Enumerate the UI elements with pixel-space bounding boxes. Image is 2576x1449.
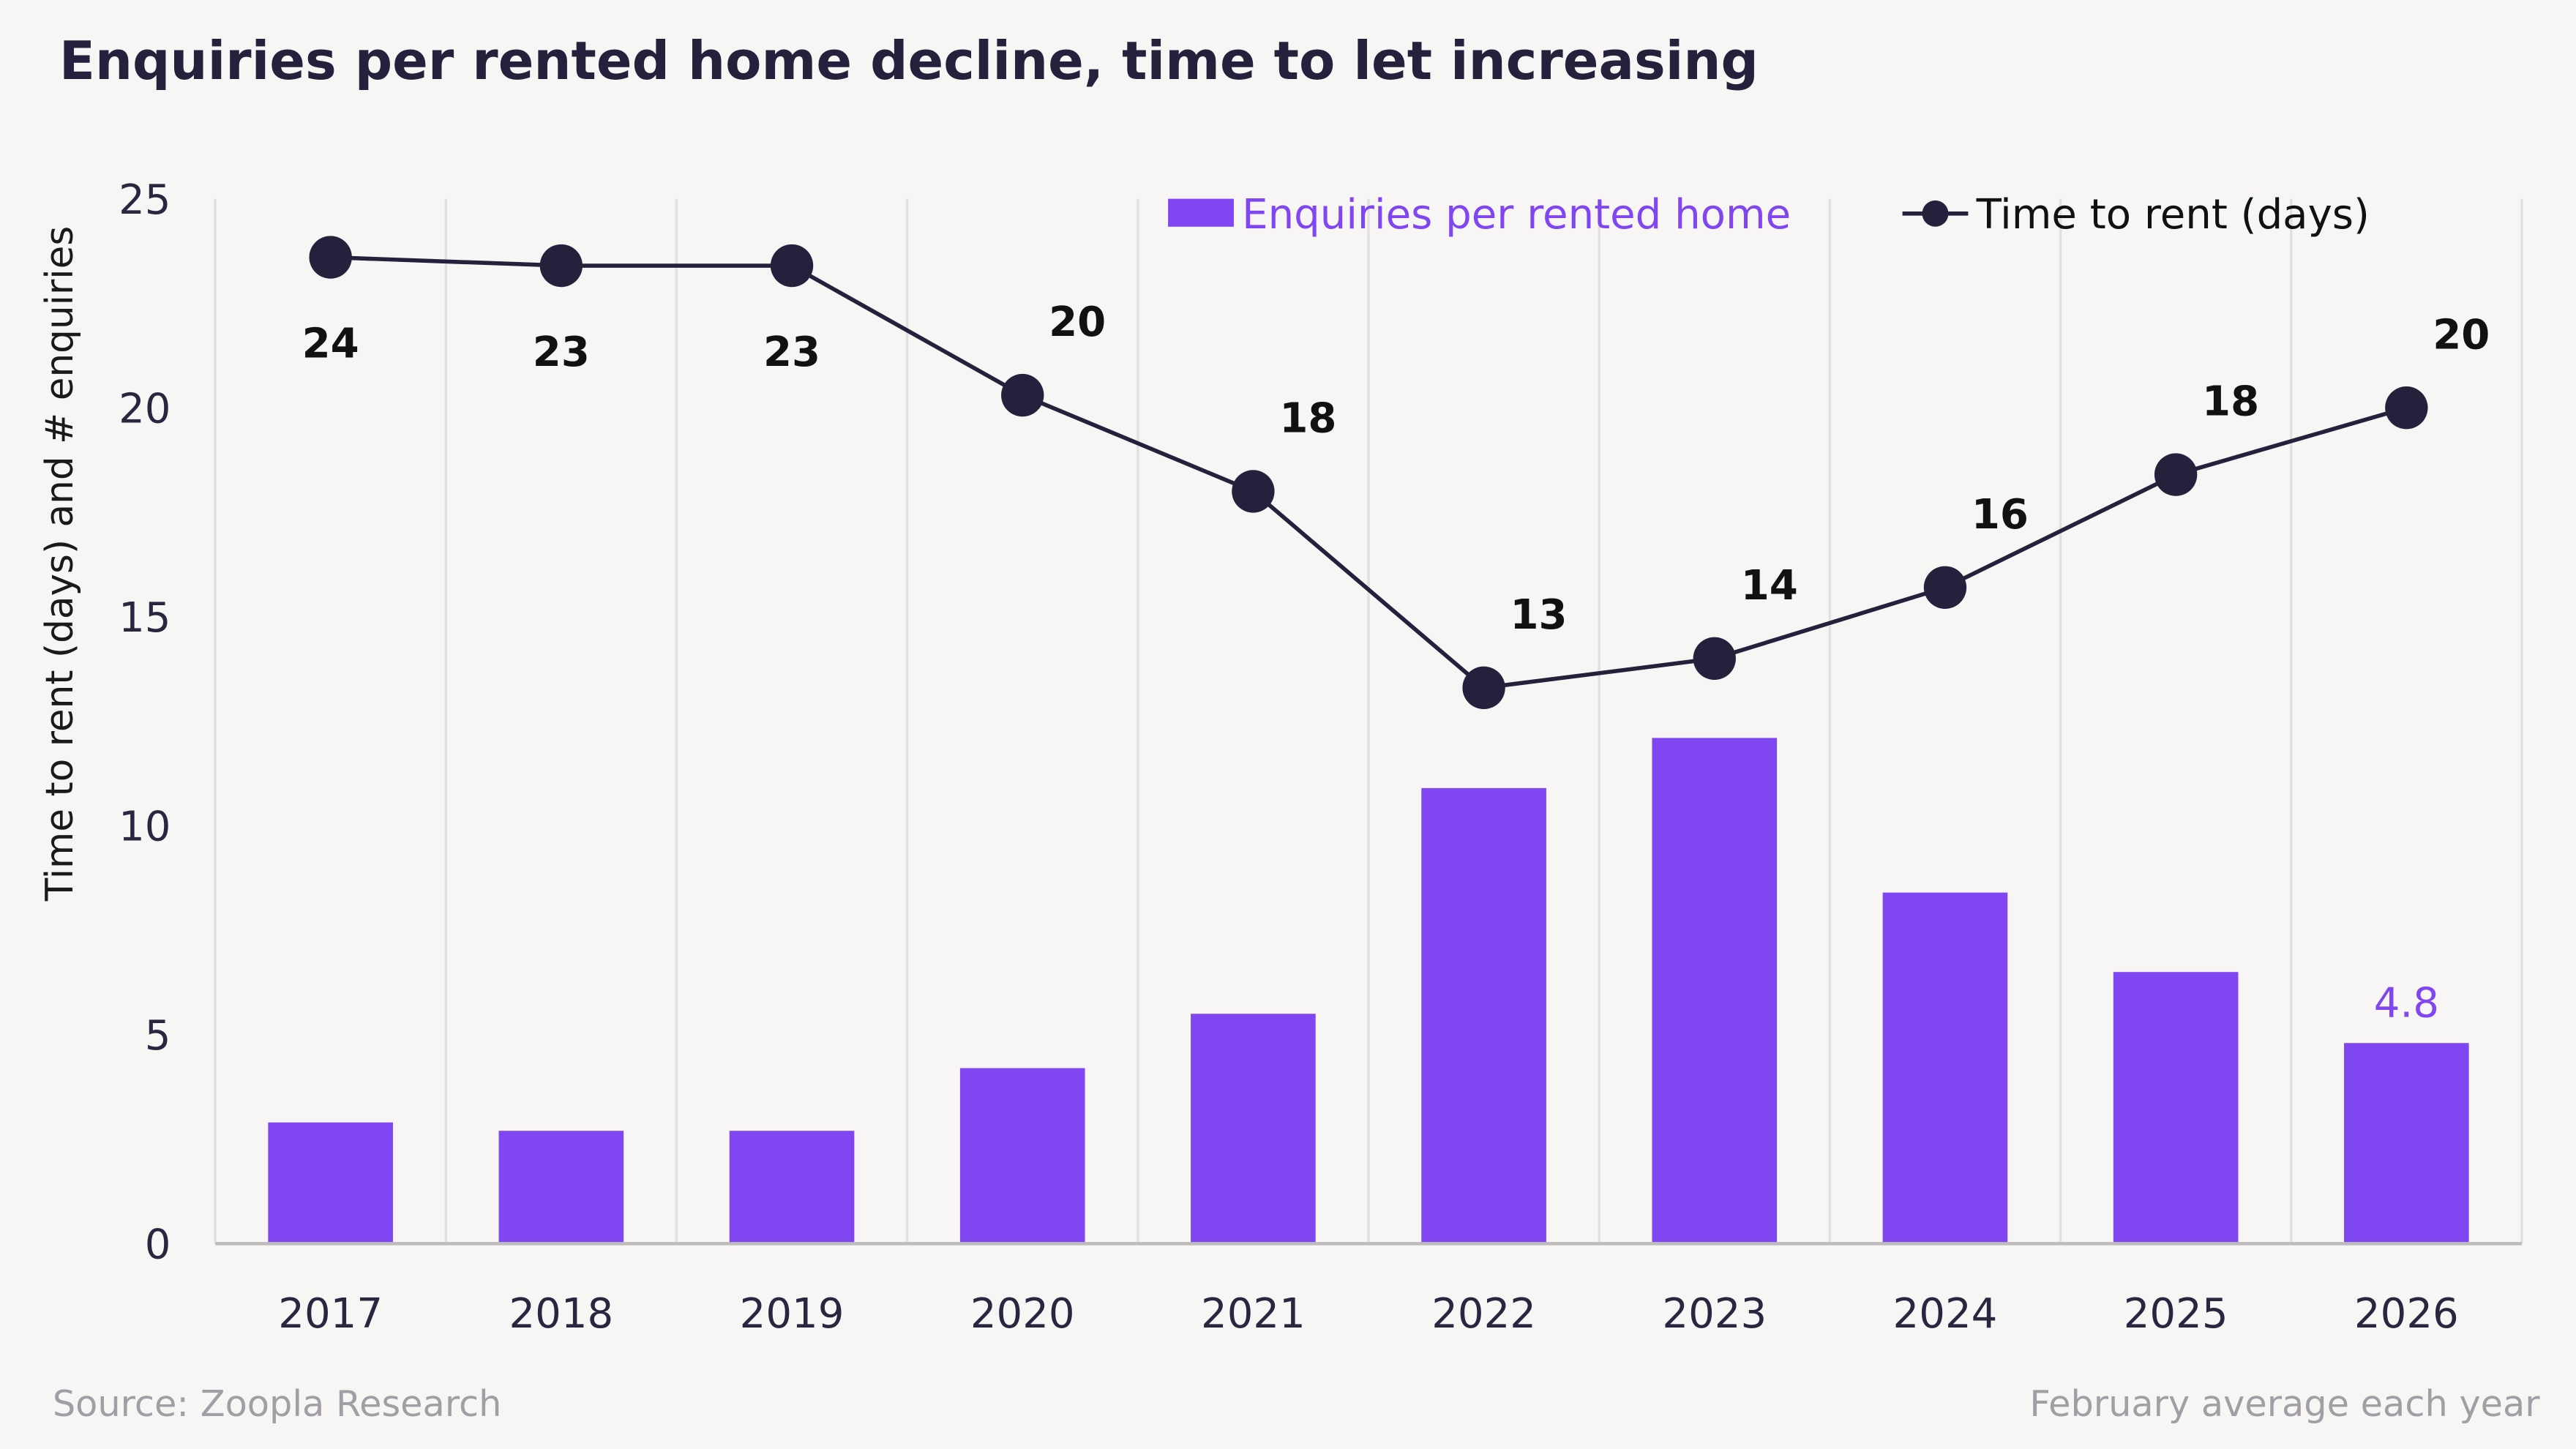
line-point-2024 — [1923, 566, 1967, 609]
line-point-2025 — [2154, 453, 2198, 496]
legend-line-marker — [1922, 200, 1949, 227]
period-note: February average each year — [2029, 1382, 2540, 1425]
legend: Enquiries per rented home Time to rent (… — [1168, 191, 2370, 239]
line-data-label: 14 — [1741, 562, 1798, 610]
bar-2021 — [1191, 1014, 1316, 1244]
line-point-2017 — [309, 236, 352, 279]
bar-2026 — [2344, 1043, 2469, 1244]
bar-2024 — [1882, 892, 2008, 1244]
line-data-label: 24 — [302, 321, 359, 368]
bar-2022 — [1421, 787, 1546, 1244]
y-tick-label: 15 — [119, 594, 171, 642]
line-point-2018 — [539, 244, 583, 288]
gridlines — [214, 198, 2523, 1244]
line-series: 24 23 23 20 18 13 14 16 18 20 — [302, 236, 2490, 710]
line-point-2023 — [1693, 637, 1736, 681]
line-data-label: 23 — [533, 329, 590, 376]
bar-2019 — [729, 1131, 855, 1244]
x-tick-label: 2023 — [1662, 1290, 1767, 1338]
x-tick-label: 2021 — [1201, 1290, 1306, 1338]
line-data-label: 13 — [1510, 591, 1568, 639]
y-axis-label: Time to rent (days) and # enquiries — [38, 226, 82, 902]
line-data-label: 20 — [1049, 299, 1106, 346]
y-tick-label: 20 — [119, 385, 171, 433]
y-tick-label: 10 — [119, 803, 171, 850]
line-point-2019 — [770, 244, 814, 288]
line-data-label: 20 — [2433, 311, 2490, 359]
bars: 4.8 — [268, 738, 2469, 1244]
legend-bar-swatch — [1168, 198, 1234, 227]
source-note: Source: Zoopla Research — [53, 1382, 502, 1425]
time-to-rent-line — [330, 255, 2408, 690]
x-tick-label: 2020 — [970, 1290, 1075, 1338]
y-tick-label: 25 — [119, 176, 171, 224]
x-tick-label: 2025 — [2124, 1290, 2228, 1338]
line-point-2026 — [2385, 386, 2428, 430]
bar-2025 — [2113, 972, 2239, 1244]
legend-bar-label: Enquiries per rented home — [1242, 191, 1791, 239]
legend-line-label: Time to rent (days) — [1976, 191, 2370, 239]
x-tick-label: 2022 — [1431, 1290, 1536, 1338]
x-tick-label: 2024 — [1893, 1290, 1998, 1338]
line-point-2022 — [1462, 666, 1505, 710]
line-data-label: 23 — [763, 329, 820, 376]
y-tick-label: 0 — [145, 1221, 171, 1269]
x-tick-label: 2019 — [740, 1290, 845, 1338]
bar-2017 — [268, 1122, 393, 1244]
bar-2023 — [1652, 738, 1778, 1244]
line-point-2020 — [1001, 373, 1044, 417]
chart-title: Enquiries per rented home decline, time … — [59, 30, 1759, 91]
line-data-label: 16 — [1972, 491, 2029, 539]
line-data-label: 18 — [2202, 378, 2259, 426]
bar-data-label: 4.8 — [2374, 979, 2439, 1027]
x-tick-label: 2018 — [509, 1290, 613, 1338]
bar-2018 — [498, 1131, 624, 1244]
y-tick-label: 5 — [145, 1012, 171, 1060]
x-tick-label: 2017 — [278, 1290, 383, 1338]
x-tick-label: 2026 — [2354, 1290, 2459, 1338]
line-point-2021 — [1232, 470, 1275, 513]
line-data-label: 18 — [1279, 395, 1336, 443]
bar-2020 — [959, 1068, 1085, 1244]
